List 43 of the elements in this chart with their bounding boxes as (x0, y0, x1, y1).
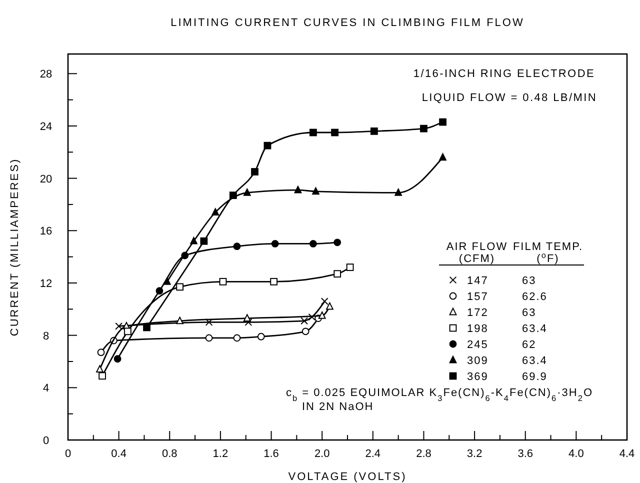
x-tick-label: 2.8 (416, 448, 432, 460)
y-tick-label: 28 (40, 68, 52, 81)
y-tick-label: 24 (40, 120, 52, 133)
x-tick-label: 2.4 (365, 448, 381, 460)
legend-label: 147 (467, 275, 488, 287)
y-tick-label: 8 (42, 330, 50, 342)
x-tick-label: 0.8 (162, 448, 178, 460)
x-tick-label: 3.6 (518, 448, 534, 460)
y-tick-label: 12 (40, 278, 52, 290)
annotation: 1/16-INCH RING ELECTRODE (413, 68, 595, 80)
chart-title: LIMITING CURRENT CURVES IN CLIMBING FILM FLOW (170, 17, 524, 29)
y-tick-label: 0 (42, 435, 50, 447)
x-tick-label: 1.6 (264, 448, 279, 460)
legend-label: 245 (467, 339, 488, 351)
x-tick-label: 0 (64, 448, 72, 460)
y-tick-label: 4 (42, 382, 50, 395)
annotation: 62.6 (522, 291, 548, 303)
x-tick-label: 1.2 (212, 448, 228, 460)
annotation: 63.4 (522, 323, 548, 335)
text: c$_{b}$ = 0.025 EQUIMOLAR K$_{3}$Fe(CN)$_{6}$-K$_{4}$Fe(CN)$_{6}$·3H$_{2}$O (286, 387, 594, 402)
annotation: 63 (522, 275, 536, 287)
legend-label: 309 (467, 355, 488, 367)
y-tick-label: 16 (40, 226, 52, 238)
legend-label: 157 (467, 291, 488, 303)
x-tick-label: 4.0 (568, 448, 584, 460)
y-axis-title: CURRENT (MILLIAMPERES) (9, 158, 21, 336)
annotation: FILM TEMP. ($^{o}$F) (512, 241, 584, 265)
annotation: 63.4 (522, 355, 548, 367)
legend-label: 172 (467, 307, 488, 319)
x-tick-label: 2.0 (314, 448, 330, 460)
legend-label: 198 (467, 323, 488, 335)
annotation: LIQUID FLOW = 0.48 LB/MIN (422, 92, 597, 104)
x-tick-label: 0.4 (111, 448, 126, 460)
y-tick-label: 20 (40, 173, 52, 186)
legend-title: AIR FLOW (CFM) (446, 241, 508, 265)
x-axis-title: VOLTAGE (VOLTS) (288, 471, 407, 483)
annotation: 62 (522, 339, 536, 351)
annotation: 69.9 (522, 371, 548, 383)
x-tick-label: 4.4 (619, 448, 635, 460)
annotation: 63 (522, 307, 536, 319)
x-tick-label: 3.2 (466, 448, 482, 460)
legend-label: 369 (467, 371, 488, 383)
annotation: IN 2N NaOH (302, 401, 374, 413)
